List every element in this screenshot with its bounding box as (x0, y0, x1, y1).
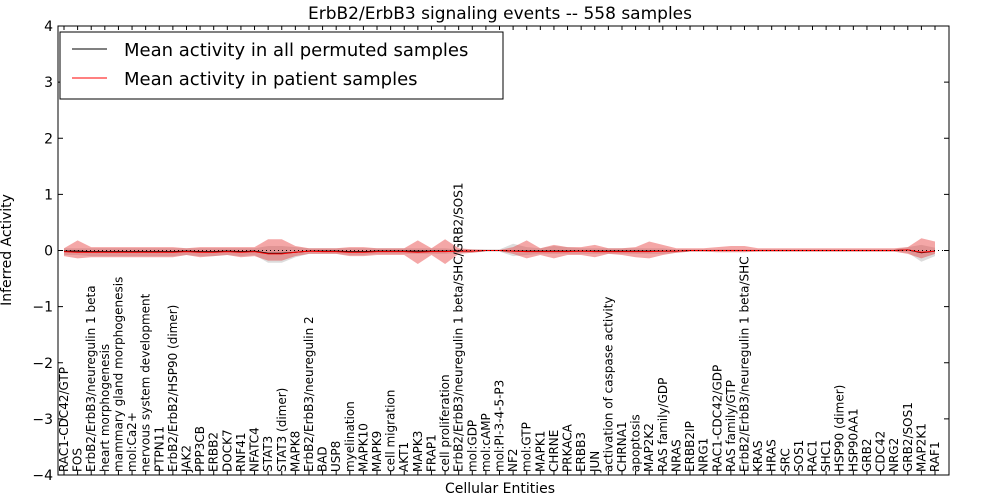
x-tick-label: apoptosis (629, 414, 643, 472)
x-tick-label: GRB2/SOS1 (901, 402, 915, 472)
legend-label-patient: Mean activity in patient samples (124, 69, 418, 90)
y-tick-label: 1 (44, 187, 53, 203)
x-tick-label: RAS family/GDP (656, 378, 670, 472)
x-tick-label: CHRNA1 (615, 421, 629, 472)
x-tick-label: mol:Ca2+ (125, 412, 139, 472)
x-tick-label: MAPK3 (411, 431, 425, 472)
x-tick-label: RAC1 (806, 440, 820, 472)
x-tick-label: MAP2K1 (914, 423, 928, 472)
x-tick-label: mol:PI-3-4-5-P3 (493, 380, 507, 472)
x-tick-label: SOS1 (792, 440, 806, 472)
y-tick-label: 3 (44, 75, 53, 91)
x-tick-label: SHC1 (819, 439, 833, 472)
x-tick-label: AKT1 (397, 442, 411, 472)
x-tick-label: MAPK10 (356, 423, 370, 472)
x-tick-label: JAK2 (180, 445, 194, 473)
x-tick-label: USP8 (329, 441, 343, 472)
x-tick-label: cell proliferation (438, 374, 452, 472)
x-tick-label: ErbB2/ErbB3/neuregulin 1 beta (84, 285, 98, 472)
x-tick-label: ERBB2 (207, 432, 221, 472)
chart-title: ErbB2/ErbB3 signaling events -- 558 samp… (308, 4, 692, 24)
x-tick-label: BAD (316, 446, 330, 472)
x-tick-label: HRAS (765, 439, 779, 472)
x-tick-label: ERBB3 (574, 432, 588, 472)
x-tick-label: FRAP1 (425, 434, 439, 472)
x-tick-label: HSP90AA1 (846, 408, 860, 472)
y-tick-label: −2 (32, 356, 53, 372)
y-tick-label: −1 (32, 300, 53, 316)
x-tick-label: heart morphogenesis (98, 344, 112, 472)
x-tick-label: MAPK8 (288, 431, 302, 472)
x-tick-label: MAPK9 (370, 431, 384, 472)
x-axis: RAC1-CDC42/GTP FOS ErbB2/ErbB3/neuregulin … (57, 26, 942, 475)
x-tick-label: SRC (778, 448, 792, 472)
series-lines (58, 249, 949, 255)
line-patient (63, 249, 936, 255)
y-tick-label: 0 (44, 244, 53, 260)
x-tick-label: HSP90 (dimer) (833, 385, 847, 472)
x-tick-label: PPP3CB (193, 426, 207, 472)
bands (64, 238, 935, 264)
x-tick-label: RAC1-CDC42/GTP (57, 367, 71, 472)
y-tick-label: −4 (32, 468, 53, 484)
x-tick-label: NRAS (669, 439, 683, 472)
x-axis-label: Cellular Entities (445, 481, 555, 497)
legend-box (59, 31, 504, 100)
band-permuted (64, 243, 935, 263)
x-tick-label: PRKACA (561, 423, 575, 472)
x-tick-label: NRG2 (887, 438, 901, 472)
x-tick-label: CDC42 (874, 431, 888, 472)
x-tick-label: ErbB2/ErbB2/HSP90 (dimer) (166, 305, 180, 472)
x-tick-label: mol:GDP (465, 420, 479, 472)
legend-label-permuted: Mean activity in all permuted samples (124, 40, 468, 61)
x-tick-label: NF2 (506, 448, 520, 472)
x-tick-label: NRG1 (697, 438, 711, 472)
x-tick-label: NFATC4 (248, 427, 262, 472)
x-tick-label: JUN (588, 451, 602, 473)
band-patient (64, 238, 935, 264)
y-axis: 4 3 2 1 0 −1 −2 −3 −4 (32, 19, 949, 484)
x-tick-label: GRB2 (860, 439, 874, 473)
x-tick-label: mol:cAMP (479, 413, 493, 472)
x-tick-label: activation of caspase activity (601, 297, 615, 472)
y-axis-label: Inferred Activity (0, 194, 15, 306)
x-tick-label: PTPN11 (152, 426, 166, 472)
x-tick-label: STAT3 (dimer) (275, 388, 289, 472)
x-tick-label: RAS family/GTP (724, 380, 738, 472)
legend: Mean activity in all permuted samples Me… (59, 31, 504, 100)
y-tick-label: −3 (32, 412, 53, 428)
x-tick-label: ErbB2/ErbB3/neuregulin 2 (302, 316, 316, 472)
x-tick-label: STAT3 (261, 436, 275, 472)
x-tick-label: ErbB2/ErbB3/neuregulin 1 beta/SHC (738, 256, 752, 472)
x-tick-label: mammary gland morphogenesis (111, 277, 125, 472)
x-tick-label: KRAS (751, 440, 765, 472)
x-tick-label: RAF1 (928, 441, 942, 472)
x-tick-label: nervous system development (139, 293, 153, 472)
x-tick-label: cell migration (384, 390, 398, 472)
x-tick-label: DOCK7 (220, 429, 234, 472)
x-tick-label: mol:GTP (520, 422, 534, 472)
x-tick-label: RNF41 (234, 432, 248, 472)
x-tick-label: ErbB2/ErbB3/neuregulin 1 beta/SHC/GRB2/S… (452, 182, 466, 472)
x-tick-label: FOS (71, 448, 85, 472)
x-tick-label: RAC1-CDC42/GDP (710, 365, 724, 472)
x-tick-label: MAPK1 (533, 431, 547, 472)
x-tick-label: CHRNE (547, 430, 561, 472)
x-tick-label: ERBB2IP (683, 421, 697, 472)
x-tick-label: MAP2K2 (642, 423, 656, 472)
y-tick-label: 4 (44, 19, 53, 35)
x-tick-label: myelination (343, 401, 357, 472)
y-tick-label: 2 (44, 131, 53, 147)
